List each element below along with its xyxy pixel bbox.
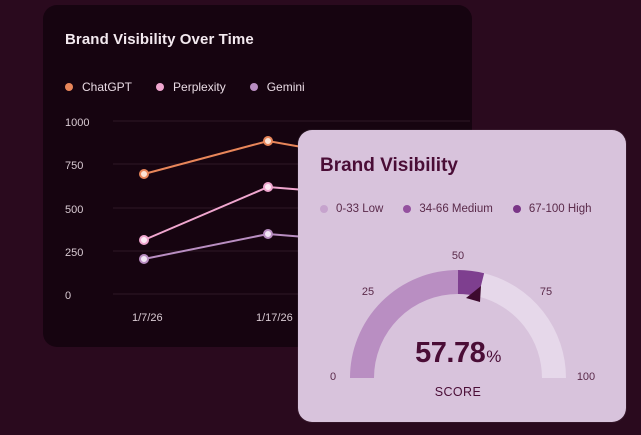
- point-perplexity-1[interactable]: [139, 235, 149, 245]
- gauge-legend: 0-33 Low 34-66 Medium 67-100 High: [320, 203, 611, 215]
- y-tick-0: 0: [65, 290, 71, 302]
- x-tick-2: 1/17/26: [256, 312, 293, 324]
- point-perplexity-2[interactable]: [263, 182, 273, 192]
- gauge-score-label: SCORE: [434, 385, 482, 399]
- legend-label: Perplexity: [173, 80, 226, 94]
- medium-dot-icon: [403, 205, 412, 213]
- legend-item-perplexity[interactable]: Perplexity: [156, 80, 226, 94]
- legend-label: 34-66 Medium: [419, 203, 493, 215]
- score-unit: %: [486, 347, 501, 366]
- legend-item-gemini[interactable]: Gemini: [249, 80, 305, 94]
- legend-label: 0-33 Low: [336, 203, 384, 215]
- y-tick-500: 500: [65, 204, 83, 216]
- chatgpt-dot-icon: [65, 83, 73, 91]
- legend-label: Gemini: [266, 80, 305, 94]
- legend-item-low[interactable]: 0-33 Low: [320, 203, 383, 215]
- legend-label: 67-100 High: [528, 203, 592, 215]
- point-chatgpt-2[interactable]: [263, 136, 273, 146]
- line-chart-legend: ChatGPT Perplexity Gemini: [65, 80, 329, 94]
- legend-item-medium[interactable]: 34-66 Medium: [403, 203, 493, 215]
- y-tick-750: 750: [65, 160, 83, 172]
- point-gemini-2[interactable]: [263, 229, 273, 239]
- gemini-dot-icon: [249, 83, 258, 91]
- legend-item-high[interactable]: 67-100 High: [512, 203, 592, 215]
- gauge-card: Brand Visibility 0-33 Low 34-66 Medium 6…: [298, 130, 626, 422]
- point-gemini-1[interactable]: [139, 254, 149, 264]
- series-markers: [139, 136, 273, 264]
- line-chart-title: Brand Visibility Over Time: [65, 31, 254, 48]
- x-tick-1: 1/7/26: [132, 312, 163, 324]
- score-number: 57.78: [415, 337, 486, 369]
- high-dot-icon: [512, 205, 521, 213]
- y-tick-250: 250: [65, 247, 83, 259]
- perplexity-dot-icon: [156, 83, 165, 91]
- legend-item-chatgpt[interactable]: ChatGPT: [65, 80, 132, 94]
- legend-label: ChatGPT: [82, 80, 133, 94]
- gauge-card-title: Brand Visibility: [320, 155, 458, 176]
- gauge-score: 57.78%: [298, 337, 618, 370]
- low-dot-icon: [320, 205, 328, 213]
- y-tick-1000: 1000: [65, 117, 89, 129]
- point-chatgpt-1[interactable]: [139, 169, 149, 179]
